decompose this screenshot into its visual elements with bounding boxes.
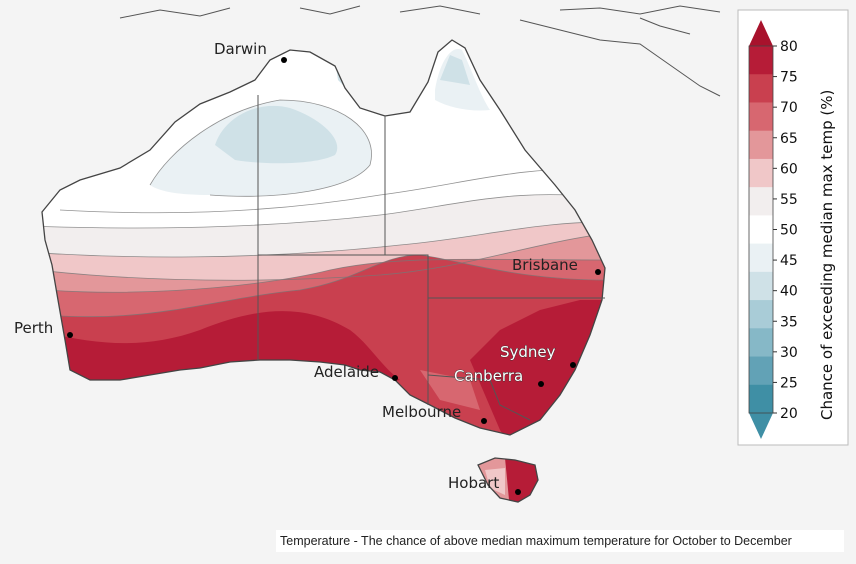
neighbouring-coastlines xyxy=(119,5,721,97)
adelaide-label: Adelaide xyxy=(314,363,379,381)
sydney-label: Sydney xyxy=(500,343,556,361)
legend-tick-labels: 80 75 70 65 60 55 50 45 40 35 30 25 20 xyxy=(773,39,798,422)
legend-band xyxy=(749,102,773,132)
legend-bottom-arrow xyxy=(749,413,773,439)
darwin-label: Darwin xyxy=(214,40,267,58)
legend-tick-label: 80 xyxy=(780,39,798,55)
tasmania-coastline xyxy=(477,457,539,503)
legend-band xyxy=(749,158,773,188)
legend-tick-label: 65 xyxy=(780,131,798,147)
mainland-coastline xyxy=(41,39,606,436)
legend-band xyxy=(749,130,773,160)
legend-band xyxy=(749,384,773,414)
sydney-marker xyxy=(570,362,576,368)
legend-tick-label: 75 xyxy=(780,70,798,86)
legend-tick-label: 60 xyxy=(780,161,798,177)
legend-tick-label: 50 xyxy=(780,223,798,239)
melbourne-label: Melbourne xyxy=(382,403,461,421)
brisbane-label: Brisbane xyxy=(512,256,578,274)
legend-band xyxy=(749,271,773,301)
legend-tick-label: 45 xyxy=(780,253,798,269)
legend: 80 75 70 65 60 55 50 45 40 35 30 25 20 Chance of exc… xyxy=(737,9,849,446)
mainland-shading xyxy=(42,40,605,435)
canberra-marker xyxy=(538,381,544,387)
brisbane-marker xyxy=(595,269,601,275)
legend-tick-label: 35 xyxy=(780,314,798,330)
darwin-marker xyxy=(281,57,287,63)
melbourne-marker xyxy=(481,418,487,424)
city-markers xyxy=(67,57,601,495)
legend-band xyxy=(749,328,773,358)
legend-band xyxy=(749,215,773,245)
perth-marker xyxy=(67,332,73,338)
adelaide-marker xyxy=(392,375,398,381)
hobart-label: Hobart xyxy=(448,474,499,492)
legend-band xyxy=(749,300,773,329)
perth-label: Perth xyxy=(14,319,53,337)
legend-color-bands xyxy=(749,46,773,414)
legend-band xyxy=(749,74,773,103)
legend-title: Chance of exceeding median max temp (%) xyxy=(818,90,836,420)
canberra-label: Canberra xyxy=(454,367,523,385)
legend-tick-label: 55 xyxy=(780,192,798,208)
state-borders xyxy=(257,95,605,421)
legend-band xyxy=(749,356,773,386)
legend-tick-label: 30 xyxy=(780,345,798,361)
legend-band xyxy=(749,243,773,273)
map-caption: Temperature - The chance of above median… xyxy=(276,530,844,552)
hobart-marker xyxy=(515,489,521,495)
legend-band xyxy=(749,46,773,75)
legend-tick-label: 25 xyxy=(780,375,798,391)
legend-band xyxy=(749,187,773,216)
legend-top-arrow xyxy=(749,20,773,46)
legend-tick-label: 70 xyxy=(780,100,798,116)
legend-tick-label: 40 xyxy=(780,284,798,300)
legend-tick-label: 20 xyxy=(780,406,798,422)
